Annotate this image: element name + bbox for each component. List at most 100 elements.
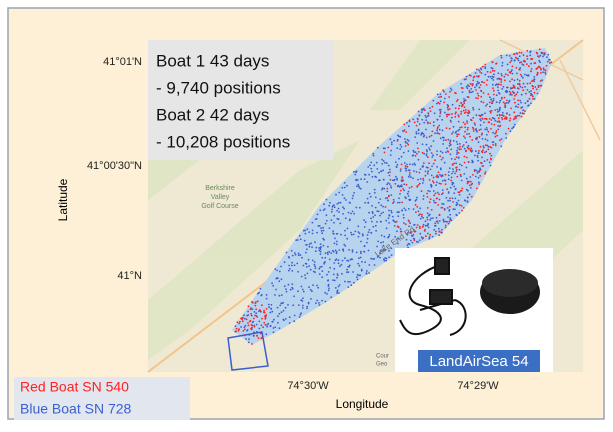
position-dot bbox=[290, 289, 292, 291]
position-dot bbox=[432, 106, 434, 108]
position-dot bbox=[427, 167, 429, 169]
position-dot bbox=[336, 233, 338, 235]
position-dot bbox=[384, 260, 386, 262]
position-dot bbox=[409, 187, 411, 189]
position-dot bbox=[455, 132, 457, 134]
position-dot bbox=[400, 168, 402, 170]
position-dot bbox=[469, 193, 471, 195]
position-dot bbox=[335, 194, 337, 196]
position-dot bbox=[461, 210, 463, 212]
position-dot bbox=[333, 215, 335, 217]
position-dot bbox=[420, 218, 422, 220]
position-dot bbox=[501, 75, 503, 77]
position-dot bbox=[452, 171, 454, 173]
position-dot bbox=[357, 225, 359, 227]
position-dot bbox=[302, 289, 304, 291]
position-dot bbox=[244, 328, 246, 330]
position-dot bbox=[347, 281, 349, 283]
position-dot bbox=[470, 187, 472, 189]
position-dot bbox=[415, 204, 417, 206]
position-dot bbox=[480, 162, 482, 164]
position-dot bbox=[524, 102, 526, 104]
position-dot bbox=[401, 202, 403, 204]
position-dot bbox=[404, 162, 406, 164]
position-dot bbox=[456, 166, 458, 168]
position-dot bbox=[448, 223, 450, 225]
position-dot bbox=[472, 117, 474, 119]
position-dot bbox=[418, 210, 420, 212]
position-dot bbox=[423, 180, 425, 182]
position-dot bbox=[491, 155, 493, 157]
position-dot bbox=[482, 149, 484, 151]
position-dot bbox=[427, 212, 429, 214]
position-dot bbox=[417, 241, 419, 243]
position-dot bbox=[427, 233, 429, 235]
position-dot bbox=[489, 153, 491, 155]
position-dot bbox=[270, 325, 272, 327]
position-dot bbox=[469, 136, 471, 138]
position-dot bbox=[457, 143, 459, 145]
position-dot bbox=[484, 64, 486, 66]
position-dot bbox=[467, 148, 469, 150]
position-dot bbox=[460, 174, 462, 176]
position-dot bbox=[443, 203, 445, 205]
position-dot bbox=[370, 162, 372, 164]
position-dot bbox=[445, 180, 447, 182]
position-dot bbox=[389, 234, 391, 236]
position-dot bbox=[440, 111, 442, 113]
position-dot bbox=[419, 207, 421, 209]
position-dot bbox=[320, 243, 322, 245]
position-dot bbox=[396, 147, 398, 149]
position-dot bbox=[370, 168, 372, 170]
position-dot bbox=[466, 133, 468, 135]
position-dot bbox=[492, 70, 494, 72]
position-dot bbox=[311, 246, 313, 248]
position-dot bbox=[502, 119, 504, 121]
position-dot bbox=[437, 192, 439, 194]
position-dot bbox=[438, 171, 440, 173]
position-dot bbox=[399, 193, 401, 195]
position-dot bbox=[486, 119, 488, 121]
position-dot bbox=[390, 185, 392, 187]
position-dot bbox=[456, 176, 458, 178]
position-dot bbox=[379, 179, 381, 181]
position-dot bbox=[359, 265, 361, 267]
position-dot bbox=[492, 61, 494, 63]
position-dot bbox=[493, 98, 495, 100]
position-dot bbox=[472, 79, 474, 81]
position-dot bbox=[403, 152, 405, 154]
position-dot bbox=[312, 260, 314, 262]
position-dot bbox=[485, 171, 487, 173]
position-dot bbox=[404, 129, 406, 131]
position-dot bbox=[260, 288, 262, 290]
position-dot bbox=[303, 265, 305, 267]
position-dot bbox=[522, 112, 524, 114]
position-dot bbox=[259, 309, 261, 311]
position-dot bbox=[421, 216, 423, 218]
position-dot bbox=[476, 137, 478, 139]
position-dot bbox=[364, 226, 366, 228]
position-dot bbox=[438, 234, 440, 236]
position-dot bbox=[414, 121, 416, 123]
position-dot bbox=[391, 212, 393, 214]
position-dot bbox=[488, 131, 490, 133]
position-dot bbox=[472, 174, 474, 176]
position-dot bbox=[513, 126, 515, 128]
position-dot bbox=[472, 107, 474, 109]
position-dot bbox=[302, 307, 304, 309]
position-dot bbox=[329, 267, 331, 269]
position-dot bbox=[334, 238, 336, 240]
position-dot bbox=[418, 184, 420, 186]
position-dot bbox=[453, 186, 455, 188]
position-dot bbox=[434, 159, 436, 161]
position-dot bbox=[517, 100, 519, 102]
position-dot bbox=[447, 109, 449, 111]
position-dot bbox=[346, 185, 348, 187]
position-dot bbox=[359, 274, 361, 276]
position-dot bbox=[536, 74, 538, 76]
position-dot bbox=[426, 217, 428, 219]
position-dot bbox=[281, 311, 283, 313]
position-dot bbox=[295, 254, 297, 256]
position-dot bbox=[394, 183, 396, 185]
position-dot bbox=[449, 108, 451, 110]
